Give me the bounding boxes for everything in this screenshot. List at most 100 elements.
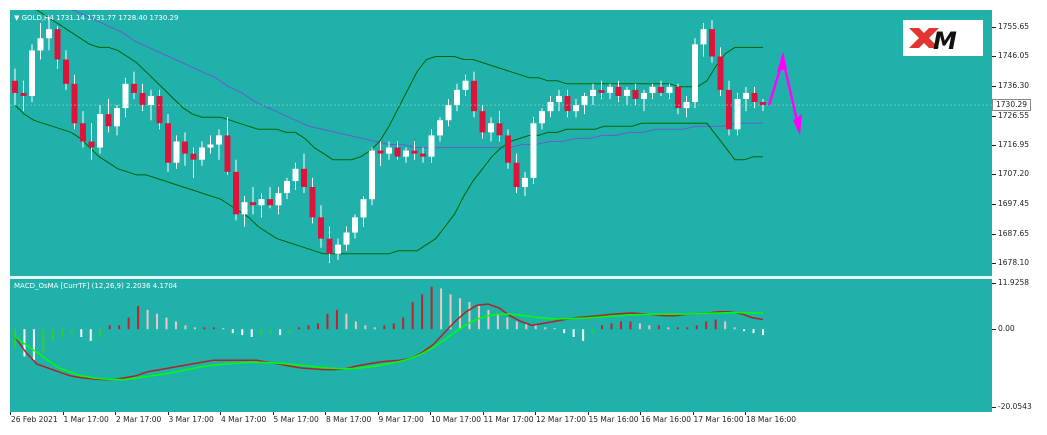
price-axis-label: 1678.10: [998, 257, 1030, 267]
candle-body: [692, 44, 698, 103]
forecast-up-arrowhead: [777, 51, 787, 72]
macd-axis-label: 0.00: [998, 324, 1015, 334]
time-axis-label: 12 Mar 17:00: [536, 415, 587, 424]
candle-body: [318, 217, 324, 239]
candle-body: [233, 171, 239, 215]
price-axis-tick: [992, 85, 996, 87]
time-axis-label: 2 Mar 17:00: [116, 415, 162, 424]
candle-body: [649, 86, 656, 93]
candle-body: [658, 86, 664, 93]
candle-body: [403, 150, 409, 157]
candle-body: [326, 238, 333, 254]
price-axis-label: 1707.20: [998, 169, 1030, 179]
candle-body: [581, 95, 588, 106]
candle-body: [369, 150, 375, 200]
candle-body: [258, 199, 265, 206]
candle-body: [726, 89, 732, 130]
time-axis-label: 18 Mar 16:00: [746, 415, 797, 424]
price-axis-label: 1746.05: [998, 51, 1030, 61]
time-axis-tick: [640, 412, 641, 415]
candle-body: [37, 38, 44, 51]
candle-body: [666, 86, 673, 93]
candle-body: [360, 199, 367, 218]
macd-signal-line: [14, 311, 764, 381]
time-axis-label: 5 Mar 17:00: [273, 415, 319, 424]
macd-axis-label: -20.0543: [998, 402, 1032, 411]
candle-body: [386, 147, 392, 154]
time-axis-label: 10 Mar 17:00: [431, 415, 482, 424]
candle-body: [539, 111, 545, 124]
candle-body: [352, 217, 358, 233]
candle-body: [88, 141, 95, 148]
candle-body: [564, 95, 571, 112]
candle-body: [12, 80, 18, 93]
time-axis-tick: [692, 412, 694, 415]
svg-text:M: M: [933, 27, 957, 55]
candle-body: [377, 150, 384, 154]
candle-body: [20, 92, 27, 96]
candle-body: [573, 105, 579, 112]
time-axis-tick: [220, 412, 221, 415]
candle-body: [224, 135, 231, 172]
candle-body: [292, 168, 299, 181]
macd-pane[interactable]: [10, 279, 992, 412]
candle-body: [513, 162, 520, 188]
time-axis[interactable]: 26 Feb 2021 1 Mar 17:00 2 Mar 17:00 3 Mar 1…: [0, 412, 1047, 435]
current-price-badge: 1730.29: [992, 99, 1032, 112]
price-axis-tick: [992, 262, 996, 264]
xm-logo-icon: M: [909, 27, 957, 55]
candle-body: [394, 147, 401, 157]
time-axis-tick: [535, 412, 536, 415]
time-axis-tick: [272, 412, 274, 415]
time-axis-label: 26 Feb 2021: [11, 415, 58, 424]
candle-body: [522, 177, 528, 188]
candle-body: [216, 135, 222, 145]
candle-body: [641, 92, 647, 99]
price-axis[interactable]: 1755.65 1746.05 1736.30 1726.55 1716.95 1707.…: [992, 10, 1047, 412]
candle-body: [411, 150, 418, 154]
price-axis-label: 1697.45: [998, 198, 1030, 208]
time-axis-tick: [377, 412, 379, 415]
time-axis-tick: [167, 412, 169, 415]
xm-logo: M XM: [903, 20, 983, 56]
price-axis-label: 1687.65: [998, 228, 1030, 238]
price-axis-tick: [992, 233, 996, 235]
forecast-arrow-path: [767, 54, 801, 130]
candle-body: [71, 83, 78, 124]
candle-body: [428, 135, 435, 157]
candle-body: [607, 86, 613, 93]
candle-body: [54, 29, 61, 60]
time-axis-label: 4 Mar 17:00: [221, 415, 267, 424]
candle-body: [182, 141, 188, 154]
candle-body: [505, 135, 511, 163]
candle-body: [241, 202, 248, 215]
macd-indicator-label: MACD_OsMA [CurrTF] (12,26,9) 2.2036 4.17…: [14, 282, 178, 290]
candle-body: [148, 95, 154, 106]
price-axis-tick: [992, 56, 996, 58]
time-axis-label: 11 Mar 17:00: [483, 415, 534, 424]
candle-body: [284, 180, 290, 194]
time-axis-label: 17 Mar 16:00: [693, 415, 744, 424]
candle-body: [751, 92, 758, 103]
candle-body: [598, 89, 605, 93]
candle-body: [207, 144, 214, 148]
candle-body: [63, 59, 69, 84]
candle-body: [131, 83, 137, 93]
candle-body: [114, 108, 120, 127]
candle-body: [267, 199, 273, 206]
macd-axis-tick: [992, 329, 996, 331]
candle-body: [275, 193, 282, 206]
candle-body: [496, 123, 503, 136]
candle-body: [343, 232, 350, 245]
candle-body: [250, 202, 256, 206]
forecast-down-arrowhead: [793, 114, 802, 136]
candle-body: [309, 187, 316, 218]
price-pane[interactable]: [10, 10, 992, 276]
pane-separator[interactable]: [10, 276, 992, 279]
time-axis-tick: [482, 412, 484, 415]
price-axis-tick: [992, 115, 996, 117]
macd-axis-label: 11.9258: [998, 278, 1030, 287]
candle-body: [709, 29, 715, 57]
plot-area[interactable]: ▼ GOLD,H4 1731.14 1731.77 1728.40 1730.2…: [10, 10, 992, 412]
